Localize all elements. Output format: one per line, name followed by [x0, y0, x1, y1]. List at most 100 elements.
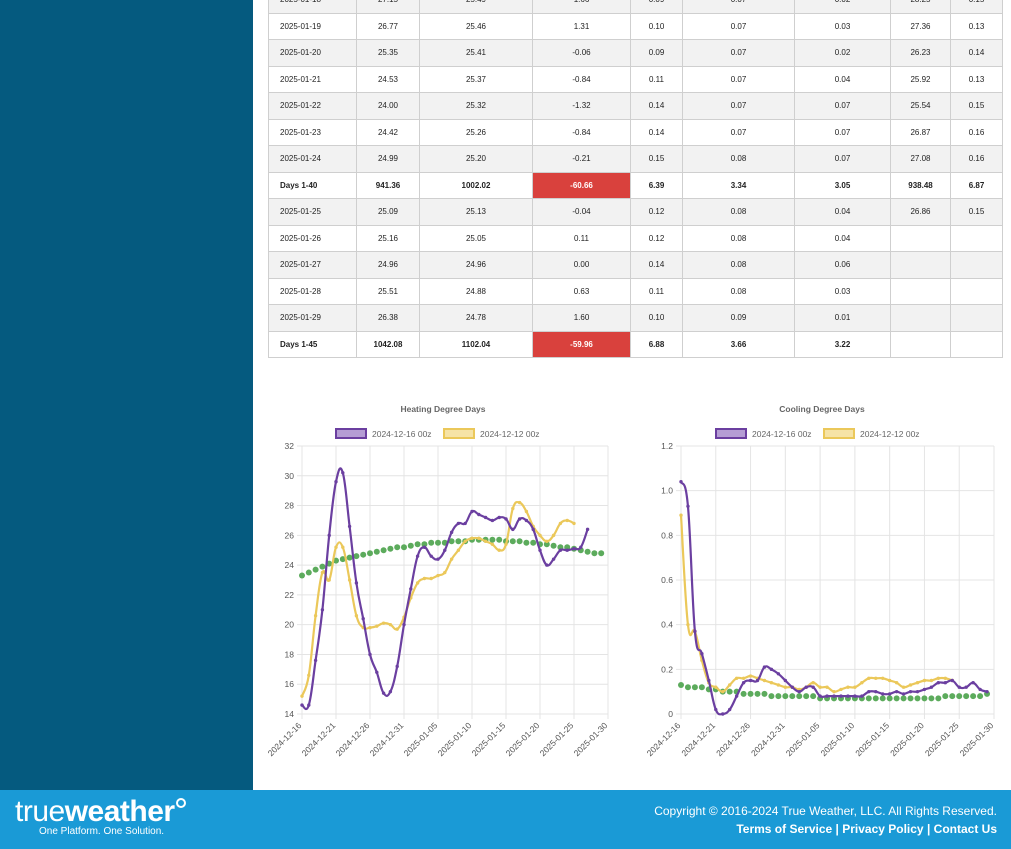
- legend-swatch[interactable]: [335, 428, 367, 439]
- data-point[interactable]: [300, 694, 304, 698]
- data-point[interactable]: [313, 658, 318, 663]
- legend-swatch[interactable]: [715, 428, 747, 439]
- data-point[interactable]: [346, 554, 353, 561]
- data-point[interactable]: [320, 608, 325, 612]
- data-point[interactable]: [881, 692, 885, 696]
- data-point[interactable]: [846, 694, 850, 698]
- data-point[interactable]: [443, 548, 447, 552]
- data-point[interactable]: [727, 707, 732, 712]
- data-point[interactable]: [380, 547, 387, 554]
- data-point[interactable]: [319, 563, 326, 570]
- data-point[interactable]: [497, 548, 501, 552]
- data-point[interactable]: [415, 554, 420, 558]
- data-point[interactable]: [375, 624, 379, 628]
- data-point[interactable]: [901, 692, 906, 696]
- data-point[interactable]: [470, 536, 474, 541]
- data-point[interactable]: [368, 652, 372, 657]
- data-point[interactable]: [327, 578, 331, 582]
- legend-swatch[interactable]: [823, 428, 855, 439]
- data-point[interactable]: [832, 689, 836, 694]
- data-point[interactable]: [538, 533, 542, 538]
- data-point[interactable]: [456, 548, 461, 552]
- data-point[interactable]: [894, 681, 899, 685]
- data-point[interactable]: [769, 681, 774, 685]
- data-point[interactable]: [956, 693, 963, 700]
- data-point[interactable]: [776, 683, 781, 687]
- data-point[interactable]: [740, 690, 747, 697]
- data-point[interactable]: [313, 614, 318, 618]
- data-point[interactable]: [971, 681, 975, 685]
- data-point[interactable]: [810, 693, 817, 700]
- data-point[interactable]: [354, 581, 359, 585]
- terms-of-service-link[interactable]: Terms of Service: [736, 822, 833, 836]
- data-point[interactable]: [470, 509, 474, 514]
- data-point[interactable]: [839, 687, 843, 692]
- data-point[interactable]: [714, 685, 718, 689]
- data-point[interactable]: [887, 678, 892, 683]
- data-point[interactable]: [963, 693, 970, 700]
- data-point[interactable]: [401, 544, 407, 551]
- data-point[interactable]: [381, 621, 386, 625]
- data-point[interactable]: [707, 678, 711, 683]
- data-point[interactable]: [921, 695, 928, 702]
- data-point[interactable]: [516, 538, 523, 545]
- data-point[interactable]: [865, 695, 872, 702]
- data-point[interactable]: [678, 681, 684, 688]
- data-point[interactable]: [839, 694, 843, 698]
- data-point[interactable]: [483, 515, 488, 520]
- data-point[interactable]: [915, 681, 920, 685]
- data-point[interactable]: [818, 694, 822, 698]
- data-point[interactable]: [497, 515, 501, 520]
- data-point[interactable]: [803, 693, 810, 700]
- data-point[interactable]: [395, 664, 399, 669]
- data-point[interactable]: [853, 685, 857, 689]
- data-point[interactable]: [429, 576, 433, 581]
- data-point[interactable]: [734, 676, 739, 680]
- data-point[interactable]: [572, 547, 576, 551]
- data-point[interactable]: [496, 536, 503, 543]
- trueweather-logo[interactable]: trueweather One Platform. One Solution.: [15, 794, 186, 837]
- data-point[interactable]: [320, 570, 325, 575]
- data-point[interactable]: [373, 548, 380, 555]
- legend-label[interactable]: 2024-12-16 00z: [752, 429, 812, 439]
- data-point[interactable]: [409, 587, 413, 591]
- data-point[interactable]: [524, 518, 529, 523]
- data-point[interactable]: [307, 673, 311, 677]
- data-point[interactable]: [818, 685, 822, 689]
- data-point[interactable]: [415, 581, 420, 585]
- data-point[interactable]: [367, 550, 373, 557]
- privacy-policy-link[interactable]: Privacy Policy: [842, 822, 924, 836]
- data-point[interactable]: [964, 685, 968, 689]
- data-point[interactable]: [679, 513, 683, 517]
- data-point[interactable]: [698, 684, 705, 691]
- data-point[interactable]: [741, 676, 746, 680]
- data-point[interactable]: [361, 617, 365, 621]
- data-point[interactable]: [797, 689, 801, 694]
- data-point[interactable]: [591, 550, 598, 557]
- data-point[interactable]: [748, 678, 753, 683]
- data-point[interactable]: [762, 678, 767, 683]
- data-point[interactable]: [907, 695, 914, 702]
- data-point[interactable]: [381, 691, 386, 695]
- data-point[interactable]: [846, 685, 850, 689]
- data-point[interactable]: [714, 707, 718, 712]
- data-point[interactable]: [886, 695, 893, 702]
- data-point[interactable]: [936, 676, 941, 680]
- data-point[interactable]: [449, 530, 454, 535]
- data-point[interactable]: [679, 480, 683, 484]
- data-point[interactable]: [811, 685, 815, 689]
- data-point[interactable]: [584, 548, 591, 555]
- data-point[interactable]: [456, 521, 461, 526]
- data-point[interactable]: [388, 622, 393, 627]
- data-point[interactable]: [872, 695, 879, 702]
- data-point[interactable]: [550, 542, 557, 549]
- data-point[interactable]: [395, 627, 399, 631]
- data-point[interactable]: [565, 548, 569, 552]
- data-point[interactable]: [421, 541, 428, 548]
- data-point[interactable]: [490, 518, 495, 523]
- data-point[interactable]: [334, 545, 338, 549]
- data-point[interactable]: [299, 572, 305, 579]
- data-point[interactable]: [950, 678, 954, 683]
- data-point[interactable]: [429, 554, 433, 558]
- data-point[interactable]: [727, 683, 732, 687]
